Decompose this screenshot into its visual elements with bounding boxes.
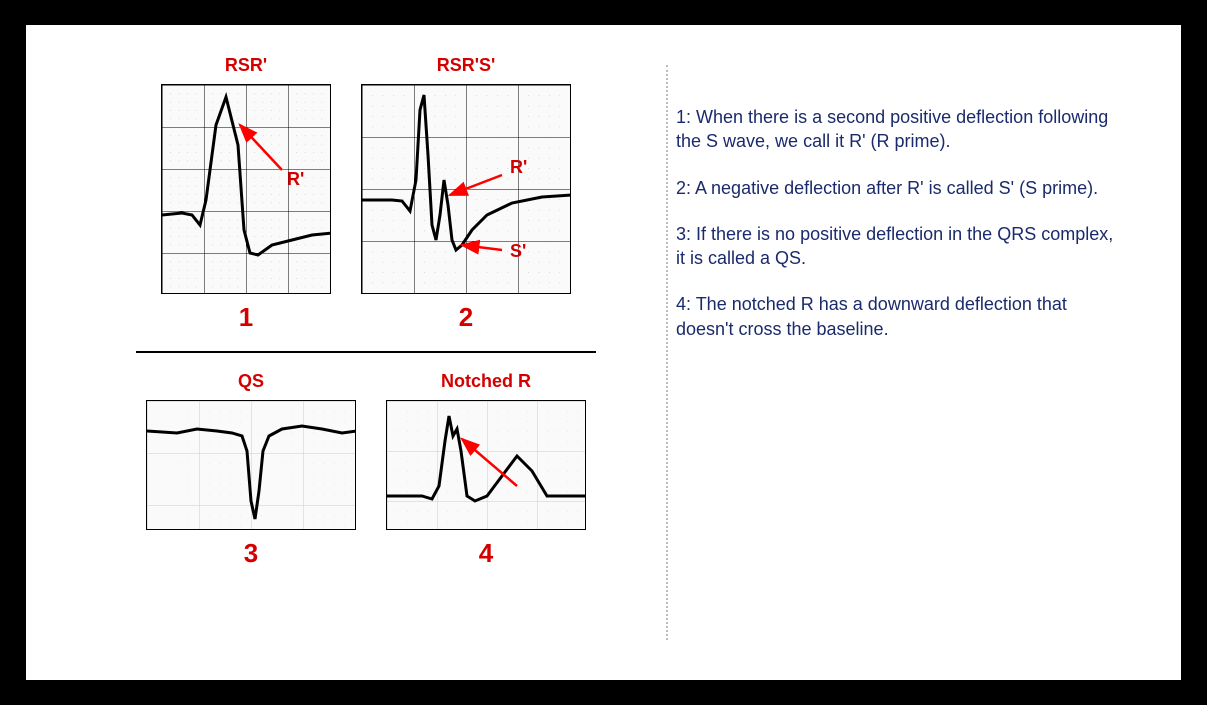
chart-1-box: RSR' R'	[161, 55, 331, 333]
description-1: 1: When there is a second positive defle…	[676, 105, 1121, 154]
chart-row-bottom: QS 3	[106, 371, 626, 569]
chart-4-svg	[386, 400, 586, 530]
right-panel: 1: When there is a second positive defle…	[646, 25, 1181, 680]
description-2: 2: A negative deflection after R' is cal…	[676, 176, 1121, 200]
label-r-prime: R'	[287, 169, 304, 189]
chart-1-number: 1	[239, 302, 253, 333]
left-panel: RSR' R'	[26, 25, 646, 680]
grid	[387, 401, 586, 530]
label-s-prime: S'	[510, 241, 526, 261]
chart-4-title: Notched R	[441, 371, 531, 392]
description-4: 4: The notched R has a downward deflecti…	[676, 292, 1121, 341]
chart-2-title: RSR'S'	[437, 55, 496, 76]
chart-row-top: RSR' R'	[106, 55, 626, 333]
chart-3-title: QS	[238, 371, 264, 392]
chart-4-box: Notched R 4	[386, 371, 586, 569]
chart-3-number: 3	[244, 538, 258, 569]
vertical-divider	[666, 65, 668, 640]
horizontal-rule	[136, 351, 596, 353]
description-3: 3: If there is no positive deflection in…	[676, 222, 1121, 271]
chart-2-box: RSR'S' R'	[361, 55, 571, 333]
chart-2-svg: R' S'	[361, 84, 571, 294]
grid	[147, 401, 356, 530]
grid	[162, 85, 331, 294]
chart-1-svg: R'	[161, 84, 331, 294]
chart-3-box: QS 3	[146, 371, 356, 569]
chart-4-number: 4	[479, 538, 493, 569]
slide: RSR' R'	[26, 25, 1181, 680]
chart-3-svg	[146, 400, 356, 530]
chart-1-title: RSR'	[225, 55, 267, 76]
chart-2-number: 2	[459, 302, 473, 333]
label-r-prime-2: R'	[510, 157, 527, 177]
